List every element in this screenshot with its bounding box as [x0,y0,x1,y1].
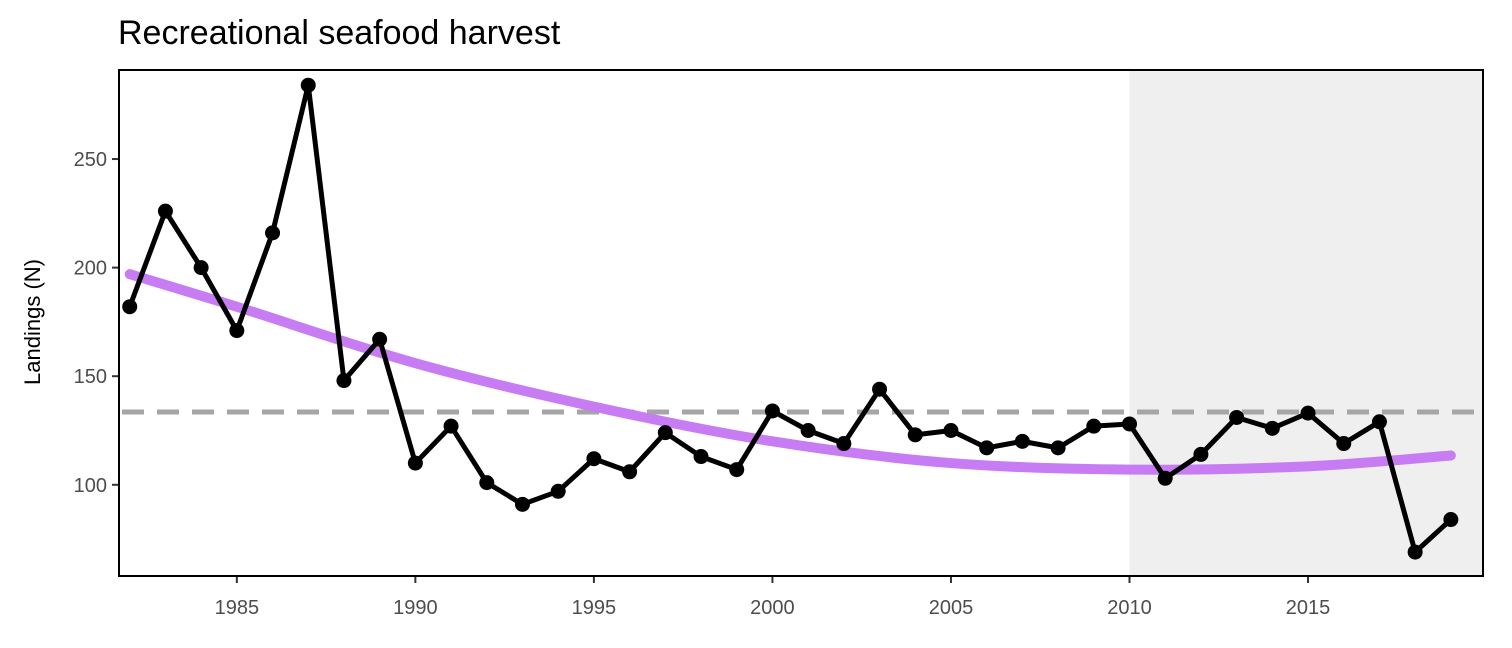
data-point [729,462,745,478]
data-point [157,203,173,219]
data-point [1014,433,1030,449]
shaded-region [1129,70,1483,576]
data-point [122,299,138,315]
data-point [907,427,923,443]
chart-title: Recreational seafood harvest [118,14,561,52]
series-line [127,82,1453,555]
y-tick-label: 250 [74,149,107,171]
plot-panel-border [118,69,1484,577]
x-tick-label: 2005 [929,597,974,619]
data-point [372,331,388,347]
data-point [1371,414,1387,430]
data-point [622,464,638,480]
data-point [657,425,673,441]
y-axis: 100 150 200 250 [74,149,119,497]
data-point [1050,440,1066,456]
data-point [764,403,780,419]
data-points [122,77,1459,560]
x-tick-label: 1995 [572,597,617,619]
x-axis: 1985 1990 1995 2000 2005 2010 2015 [215,576,1331,619]
data-point [1157,470,1173,486]
x-tick-label: 2015 [1286,597,1331,619]
data-point [265,225,281,241]
data-point [1336,436,1352,452]
x-tick-label: 2000 [750,597,795,619]
data-point [1229,409,1245,425]
x-tick-label: 1985 [215,597,260,619]
data-point [979,440,995,456]
data-point [943,422,959,438]
x-tick-label: 1990 [393,597,438,619]
y-tick-label: 100 [74,475,107,497]
data-point [1122,416,1138,432]
data-point [1264,420,1280,436]
data-point [1300,405,1316,421]
x-tick-label: 2010 [1107,597,1152,619]
data-point [300,77,316,93]
data-point [1407,544,1423,560]
data-point [800,422,816,438]
data-point [693,449,709,465]
data-point [407,455,423,471]
data-point [443,418,459,434]
data-point [1193,446,1209,462]
data-point [872,381,888,397]
data-point [479,475,495,491]
data-point [1086,418,1102,434]
data-point [336,373,352,389]
trend-line [124,269,1456,475]
y-tick-label: 150 [74,366,107,388]
data-point [550,483,566,499]
y-tick-label: 200 [74,258,107,280]
data-point [514,496,530,512]
data-point [836,436,852,452]
data-point [586,451,602,467]
data-point [193,260,209,276]
y-axis-title: Landings (N) [20,259,45,385]
data-point [1443,512,1459,528]
data-point [229,323,245,339]
